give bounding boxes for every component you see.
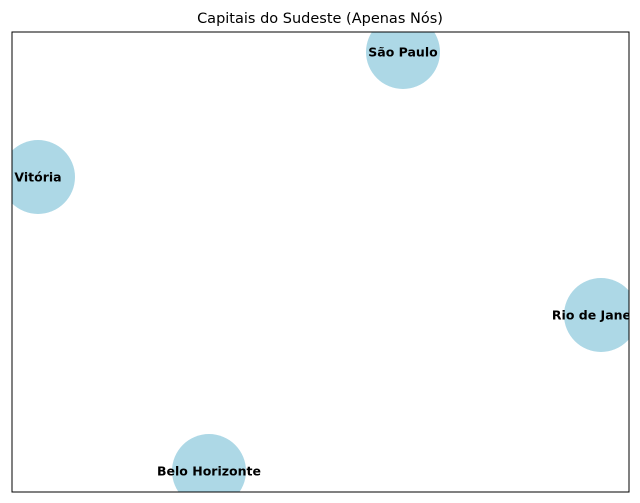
node-label: Vitória [14, 170, 61, 185]
node-label: Belo Horizonte [157, 464, 261, 479]
node-vitoria[interactable]: Vitória [1, 140, 75, 214]
node-circle [12, 140, 75, 214]
node-label: Rio de Janeiro [552, 308, 640, 323]
node-layer: São Paulo Vitória Rio de Janeiro Belo Ho… [1, 15, 640, 503]
node-circle [172, 434, 246, 492]
plot-title: Capitais do Sudeste (Apenas Nós) [197, 11, 443, 27]
node-circle [564, 278, 629, 352]
node-sao-paulo[interactable]: São Paulo [366, 15, 440, 89]
node-circle [366, 32, 440, 89]
node-rio-de-janeiro[interactable]: Rio de Janeiro [552, 278, 640, 352]
node-label: São Paulo [368, 45, 438, 60]
node-belo-horizonte[interactable]: Belo Horizonte [157, 434, 261, 503]
axes-frame [11, 31, 630, 493]
